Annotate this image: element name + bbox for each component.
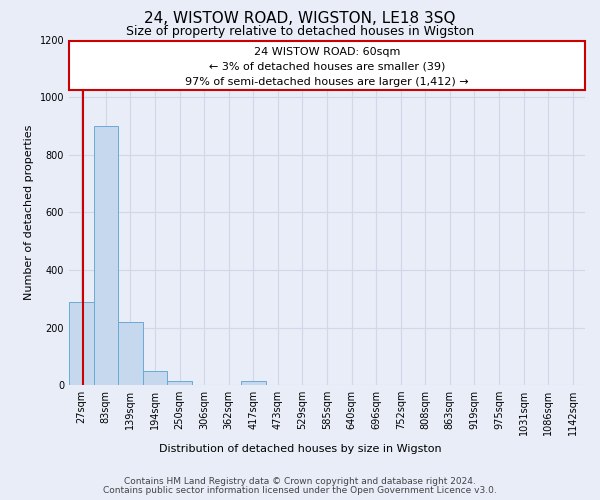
Bar: [167, 380, 192, 385]
Text: 97% of semi-detached houses are larger (1,412) →: 97% of semi-detached houses are larger (…: [185, 76, 469, 86]
Text: ← 3% of detached houses are smaller (39): ← 3% of detached houses are smaller (39): [209, 62, 445, 72]
Bar: [241, 380, 266, 385]
Text: Contains HM Land Registry data © Crown copyright and database right 2024.: Contains HM Land Registry data © Crown c…: [124, 477, 476, 486]
Text: Contains public sector information licensed under the Open Government Licence v3: Contains public sector information licen…: [103, 486, 497, 495]
Bar: [143, 370, 167, 385]
Bar: [69, 302, 94, 385]
Text: 24 WISTOW ROAD: 60sqm: 24 WISTOW ROAD: 60sqm: [254, 47, 400, 57]
Bar: [94, 126, 118, 385]
Y-axis label: Number of detached properties: Number of detached properties: [24, 125, 34, 300]
Text: Distribution of detached houses by size in Wigston: Distribution of detached houses by size …: [158, 444, 442, 454]
Text: 24, WISTOW ROAD, WIGSTON, LE18 3SQ: 24, WISTOW ROAD, WIGSTON, LE18 3SQ: [144, 11, 456, 26]
Bar: [118, 322, 143, 385]
Text: Size of property relative to detached houses in Wigston: Size of property relative to detached ho…: [126, 25, 474, 38]
FancyBboxPatch shape: [70, 42, 584, 90]
